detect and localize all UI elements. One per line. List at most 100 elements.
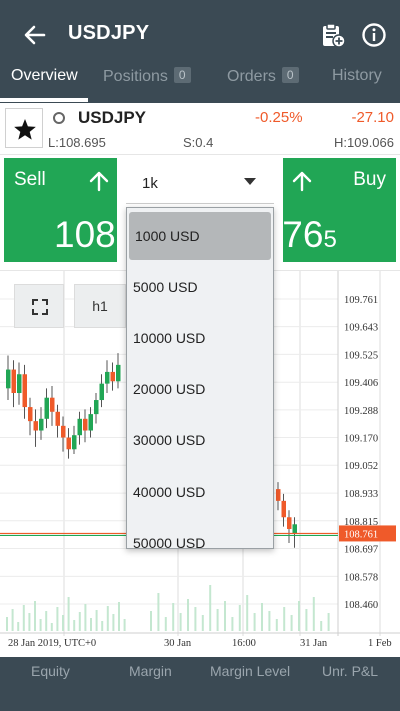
volume-bar	[123, 619, 126, 631]
tab-bar: Overview Positions 0 Orders 0 History	[0, 60, 400, 103]
quantity-option[interactable]: 30000 USD	[133, 432, 206, 448]
volume-bar	[194, 607, 197, 631]
instrument-name: USDJPY	[78, 108, 147, 127]
quantity-option[interactable]: 20000 USD	[133, 381, 206, 397]
y-tick-label: 108.460	[344, 600, 378, 611]
candle-body	[110, 371, 115, 382]
volume-bar	[67, 597, 70, 631]
volume-bar	[179, 613, 182, 631]
y-tick-label: 108.697	[344, 544, 378, 555]
sell-button[interactable]: Sell	[4, 158, 117, 262]
volume-bar	[6, 617, 8, 631]
favorite-button[interactable]	[5, 108, 43, 148]
spread-value: S:0.4	[183, 135, 214, 150]
y-tick-label: 109.643	[344, 323, 378, 334]
candle-body	[94, 400, 99, 415]
quantity-select[interactable]: 1k	[126, 158, 274, 204]
tab-orders[interactable]: Orders 0	[227, 67, 299, 86]
active-tab-indicator	[0, 98, 88, 102]
volume-bar	[101, 621, 104, 631]
sell-price: 108.	[54, 214, 127, 255]
volume-bar	[62, 615, 64, 631]
volume-bar	[216, 609, 219, 631]
buy-button[interactable]: Buy	[283, 158, 396, 262]
tab-overview[interactable]: Overview	[11, 67, 78, 84]
volume-bar	[118, 602, 120, 631]
buy-price: .765	[272, 214, 337, 255]
y-tick-label: 109.288	[344, 406, 378, 417]
chevron-down-icon	[244, 178, 256, 185]
quantity-option[interactable]: 5000 USD	[133, 279, 198, 295]
tab-history[interactable]: History	[332, 67, 382, 84]
low-price: L:108.695	[48, 135, 106, 150]
orders-count-badge: 0	[281, 67, 299, 83]
unrealized-pnl-label: Unr. P&L	[322, 663, 379, 679]
volume-bar	[34, 601, 36, 631]
volume-bar	[150, 611, 152, 631]
star-icon	[14, 119, 36, 140]
page-title: USDJPY	[68, 22, 150, 44]
candle-body	[287, 517, 292, 529]
candlestick-chart: 109.761 109.643 109.525 109.406 109.288 109.1…	[0, 271, 400, 649]
quantity-option[interactable]: 1000 USD	[129, 212, 271, 260]
quantity-value: 1k	[142, 175, 158, 192]
account-summary-bar: Equity Margin Margin Level Unr. P&L	[0, 657, 400, 711]
volume-bar	[298, 601, 300, 631]
arrow-up-icon	[292, 171, 312, 192]
volume-bar	[246, 595, 249, 631]
volume-bar	[11, 609, 14, 631]
candle-body	[17, 374, 22, 394]
volume-bar	[290, 615, 293, 631]
y-tick-label: 109.052	[344, 461, 378, 472]
candle-body	[50, 397, 55, 412]
high-price: H:109.066	[334, 135, 394, 150]
volume-bar	[106, 606, 109, 631]
instrument-summary: USDJPY -0.25% -27.10 L:108.695 S:0.4 H:1…	[0, 103, 400, 155]
tab-positions[interactable]: Positions 0	[103, 67, 191, 86]
candle-body	[44, 397, 49, 419]
info-icon[interactable]	[361, 22, 387, 48]
volume-bar	[320, 621, 323, 631]
y-tick-label: 108.578	[344, 572, 378, 583]
candle-body	[72, 435, 77, 450]
arrow-up-icon	[89, 171, 109, 192]
volume-bar	[268, 611, 271, 631]
y-tick-label: 108.933	[344, 489, 378, 500]
volume-bar	[283, 607, 286, 631]
x-tick-label: 1 Feb	[368, 638, 392, 649]
quantity-option[interactable]: 50000 USD	[133, 535, 206, 549]
volume-bar	[28, 613, 31, 631]
candle-body	[66, 437, 71, 450]
y-tick-label: 109.170	[344, 434, 378, 445]
x-tick-label: 30 Jan	[164, 638, 192, 649]
candle-body	[39, 418, 44, 431]
volume-bar	[187, 599, 189, 631]
candle-body	[55, 411, 60, 426]
timeframe-button[interactable]: h1	[74, 284, 126, 328]
margin-label: Margin	[129, 663, 172, 679]
candle-body	[83, 418, 88, 431]
volume-bar	[238, 605, 241, 631]
candle-body	[281, 500, 286, 518]
candle-body	[105, 371, 110, 384]
volume-bar	[201, 615, 204, 631]
x-tick-label: 16:00	[232, 638, 256, 649]
candle-body	[77, 418, 82, 436]
volume-bar	[327, 613, 330, 631]
quantity-option[interactable]: 10000 USD	[133, 330, 206, 346]
volume-bar	[112, 614, 115, 631]
volume-bar	[22, 605, 25, 631]
quantity-option[interactable]: 40000 USD	[133, 484, 206, 500]
back-arrow-icon[interactable]	[22, 22, 48, 48]
candle-body	[88, 414, 93, 431]
volume-bar	[172, 603, 175, 631]
y-tick-label: 108.815	[344, 517, 378, 528]
app-bar: USDJPY Overview Positions 0 Orders 0 Histo…	[0, 0, 400, 103]
clipboard-add-icon[interactable]	[320, 22, 346, 48]
candle-body	[28, 407, 33, 422]
current-price-label: 108.761	[344, 529, 378, 540]
fullscreen-button[interactable]	[14, 284, 64, 328]
market-status-radio	[53, 112, 65, 124]
change-value: -27.10	[351, 109, 394, 126]
sell-label: Sell	[14, 169, 46, 190]
